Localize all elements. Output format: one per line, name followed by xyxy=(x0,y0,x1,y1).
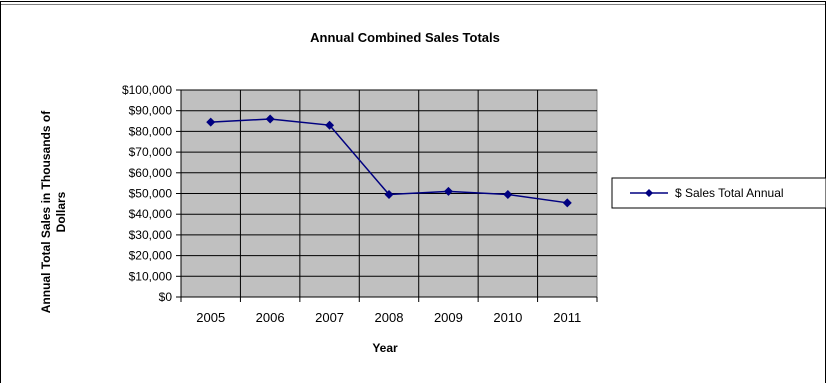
y-tick-label: $60,000 xyxy=(129,166,173,180)
y-tick-label: $70,000 xyxy=(129,145,173,159)
series-line-group xyxy=(206,114,572,208)
data-point-marker xyxy=(265,114,275,124)
data-point-marker xyxy=(503,190,513,200)
y-axis: $0 $10,000 $20,000 $30,000 $40,000 $50,000 $60… xyxy=(122,83,182,304)
y-tick-label: $20,000 xyxy=(129,249,173,263)
data-point-marker xyxy=(384,190,394,200)
legend-swatch-marker xyxy=(645,189,653,197)
legend: $ Sales Total Annual xyxy=(611,177,826,209)
y-axis-label-line1: Annual Total Sales in Thousands of xyxy=(39,110,53,313)
x-tick-label: 2011 xyxy=(553,310,581,325)
y-axis-label-line2: Dollars xyxy=(54,191,68,232)
x-axis: 2005 2006 2007 2008 2009 2010 2011 xyxy=(180,296,598,325)
x-tick-label: 2009 xyxy=(434,310,463,325)
x-tick-label: 2006 xyxy=(256,310,285,325)
x-tick-label: 2007 xyxy=(315,310,344,325)
y-tick-label: $80,000 xyxy=(129,124,173,138)
data-point-marker xyxy=(562,198,572,208)
y-axis-label: Annual Total Sales in Thousands of Dolla… xyxy=(39,110,68,313)
y-tick-label: $30,000 xyxy=(129,228,173,242)
y-tick-label: $50,000 xyxy=(129,187,173,201)
y-tick-label: $40,000 xyxy=(129,207,173,221)
data-point-marker xyxy=(325,120,335,130)
legend-entry-label: $ Sales Total Annual xyxy=(675,186,784,200)
x-tick-label: 2005 xyxy=(196,310,225,325)
x-axis-label: Year xyxy=(372,341,398,355)
x-tick-label: 2010 xyxy=(493,310,522,325)
x-tick-label: 2008 xyxy=(375,310,404,325)
y-tick-label: $100,000 xyxy=(122,83,172,97)
y-tick-label: $0 xyxy=(159,290,173,304)
chart-title: Annual Combined Sales Totals xyxy=(310,30,500,45)
data-point-marker xyxy=(206,117,216,127)
y-tick-label: $90,000 xyxy=(129,104,173,118)
y-tick-label: $10,000 xyxy=(129,269,173,283)
data-point-marker xyxy=(443,186,453,196)
